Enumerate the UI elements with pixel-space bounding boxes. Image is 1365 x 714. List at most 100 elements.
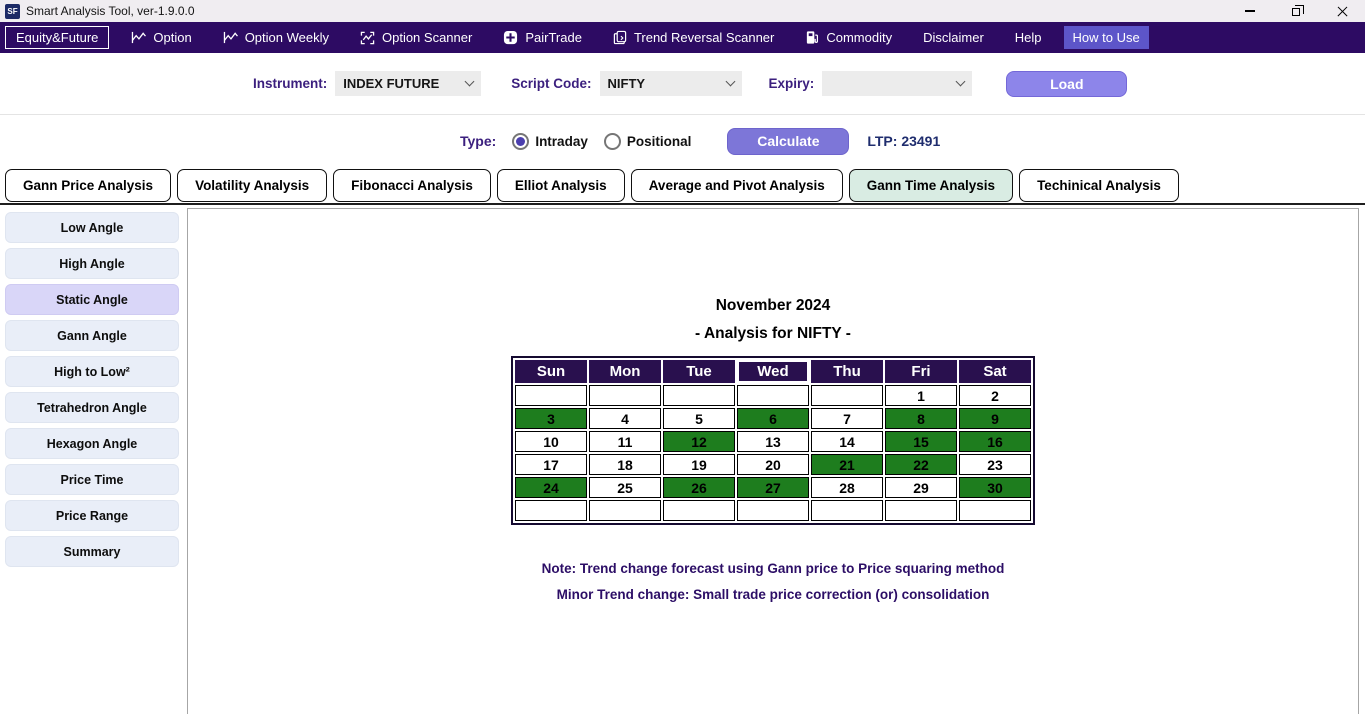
radio-icon-intraday <box>512 132 530 150</box>
tab-gann-time-analysis[interactable]: Gann Time Analysis <box>848 169 1014 202</box>
tab-volatility-analysis[interactable]: Volatility Analysis <box>177 169 328 202</box>
sidebar-item-high-angle[interactable]: High Angle <box>5 248 179 279</box>
type-row: Type: Intraday Positional Calculate LTP: … <box>0 115 1365 167</box>
load-button[interactable]: Load <box>1006 70 1128 97</box>
day-cell-7[interactable]: 7 <box>811 408 883 429</box>
sidebar-item-high-to-low[interactable]: High to Low² <box>5 356 179 387</box>
chart-line-icon <box>131 31 147 44</box>
calendar-week-row: 10 11 12 13 14 15 16 <box>515 431 1031 452</box>
day-cell-empty <box>811 500 883 521</box>
menu-item-label: Option Weekly <box>244 30 329 45</box>
day-cell-22[interactable]: 22 <box>885 454 957 475</box>
day-cell-1[interactable]: 1 <box>885 385 957 406</box>
day-cell-30[interactable]: 30 <box>959 477 1031 498</box>
menu-item-option-scanner[interactable]: Option Scanner <box>351 26 481 49</box>
menu-item-commodity[interactable]: Commodity <box>796 26 901 49</box>
day-cell-24[interactable]: 24 <box>515 477 587 498</box>
day-cell-15[interactable]: 15 <box>885 431 957 452</box>
weekday-sat: Sat <box>959 360 1031 383</box>
expiry-dropdown[interactable] <box>822 71 973 96</box>
script-code-dropdown[interactable]: NIFTY <box>599 71 742 96</box>
sidebar-item-tetrahedron-angle[interactable]: Tetrahedron Angle <box>5 392 179 423</box>
tab-average-and-pivot-analysis[interactable]: Average and Pivot Analysis <box>630 169 843 202</box>
day-cell-empty <box>589 500 661 521</box>
menu-item-label: Trend Reversal Scanner <box>633 30 775 45</box>
window-controls <box>1227 0 1365 22</box>
sidebar-item-price-range[interactable]: Price Range <box>5 500 179 531</box>
day-cell-3[interactable]: 3 <box>515 408 587 429</box>
day-cell-17[interactable]: 17 <box>515 454 587 475</box>
day-cell-12[interactable]: 12 <box>663 431 735 452</box>
minimize-icon <box>1245 10 1255 12</box>
day-cell-23[interactable]: 23 <box>959 454 1031 475</box>
day-cell-14[interactable]: 14 <box>811 431 883 452</box>
day-cell-25[interactable]: 25 <box>589 477 661 498</box>
document-icon <box>613 30 627 45</box>
day-cell-27[interactable]: 27 <box>737 477 809 498</box>
calendar-subtitle: - Analysis for NIFTY - <box>695 325 851 342</box>
menu-item-help[interactable]: Help <box>1006 26 1051 49</box>
day-cell-8[interactable]: 8 <box>885 408 957 429</box>
ltp-value: 23491 <box>901 133 941 149</box>
tab-gann-price-analysis[interactable]: Gann Price Analysis <box>5 169 172 202</box>
day-cell-2[interactable]: 2 <box>959 385 1031 406</box>
day-cell-empty <box>515 385 587 406</box>
tab-techinical-analysis[interactable]: Techinical Analysis <box>1019 169 1179 202</box>
tab-elliot-analysis[interactable]: Elliot Analysis <box>496 169 625 202</box>
app-logo-icon: SF <box>5 3 20 19</box>
day-cell-empty <box>811 385 883 406</box>
day-cell-5[interactable]: 5 <box>663 408 735 429</box>
menu-item-trend-reversal-scanner[interactable]: Trend Reversal Scanner <box>604 26 783 49</box>
menu-item-disclaimer[interactable]: Disclaimer <box>914 26 993 49</box>
ltp-label: LTP: <box>867 133 898 149</box>
menu-item-equity-future[interactable]: Equity&Future <box>5 26 110 49</box>
sidebar-item-low-angle[interactable]: Low Angle <box>5 212 179 243</box>
scanner-icon <box>360 31 375 45</box>
day-cell-20[interactable]: 20 <box>737 454 809 475</box>
weekday-thu: Thu <box>811 360 883 383</box>
menu-item-pairtrade[interactable]: PairTrade <box>494 26 591 49</box>
radio-label: Positional <box>626 133 692 149</box>
chevron-down-icon <box>725 76 735 87</box>
day-cell-28[interactable]: 28 <box>811 477 883 498</box>
day-cell-empty <box>885 500 957 521</box>
minimize-button[interactable] <box>1227 0 1273 22</box>
sidebar-item-summary[interactable]: Summary <box>5 536 179 567</box>
day-cell-4[interactable]: 4 <box>589 408 661 429</box>
menu-item-option[interactable]: Option <box>122 26 200 49</box>
weekday-mon: Mon <box>589 360 661 383</box>
instrument-dropdown[interactable]: INDEX FUTURE <box>335 71 482 96</box>
sidebar-item-gann-angle[interactable]: Gann Angle <box>5 320 179 351</box>
menu-item-option-weekly[interactable]: Option Weekly <box>214 26 338 49</box>
day-cell-26[interactable]: 26 <box>663 477 735 498</box>
sidebar: Low Angle High Angle Static Angle Gann Angl… <box>0 208 187 714</box>
day-cell-19[interactable]: 19 <box>663 454 735 475</box>
day-cell-10[interactable]: 10 <box>515 431 587 452</box>
menu-item-label: Commodity <box>826 30 893 45</box>
calculate-button[interactable]: Calculate <box>727 127 850 155</box>
day-cell-9[interactable]: 9 <box>959 408 1031 429</box>
instrument-value: INDEX FUTURE <box>343 76 440 91</box>
tab-fibonacci-analysis[interactable]: Fibonacci Analysis <box>333 169 491 202</box>
radio-option-intraday[interactable]: Intraday <box>512 132 588 150</box>
type-options: Intraday Positional <box>512 132 707 150</box>
menu-item-how-to-use[interactable]: How to Use <box>1063 26 1149 49</box>
day-cell-18[interactable]: 18 <box>589 454 661 475</box>
close-button[interactable] <box>1319 0 1365 22</box>
day-cell-6[interactable]: 6 <box>737 408 809 429</box>
day-cell-21[interactable]: 21 <box>811 454 883 475</box>
calendar-week-row: 17 18 19 20 21 22 23 <box>515 454 1031 475</box>
day-cell-11[interactable]: 11 <box>589 431 661 452</box>
sidebar-item-static-angle[interactable]: Static Angle <box>5 284 179 315</box>
sidebar-item-price-time[interactable]: Price Time <box>5 464 179 495</box>
close-icon <box>1336 5 1349 18</box>
restore-button[interactable] <box>1273 0 1319 22</box>
restore-icon <box>1292 5 1304 16</box>
day-cell-29[interactable]: 29 <box>885 477 957 498</box>
sidebar-item-hexagon-angle[interactable]: Hexagon Angle <box>5 428 179 459</box>
day-cell-13[interactable]: 13 <box>737 431 809 452</box>
day-cell-16[interactable]: 16 <box>959 431 1031 452</box>
notes: Note: Trend change forecast using Gann p… <box>542 525 1005 602</box>
radio-option-positional[interactable]: Positional <box>603 132 692 150</box>
